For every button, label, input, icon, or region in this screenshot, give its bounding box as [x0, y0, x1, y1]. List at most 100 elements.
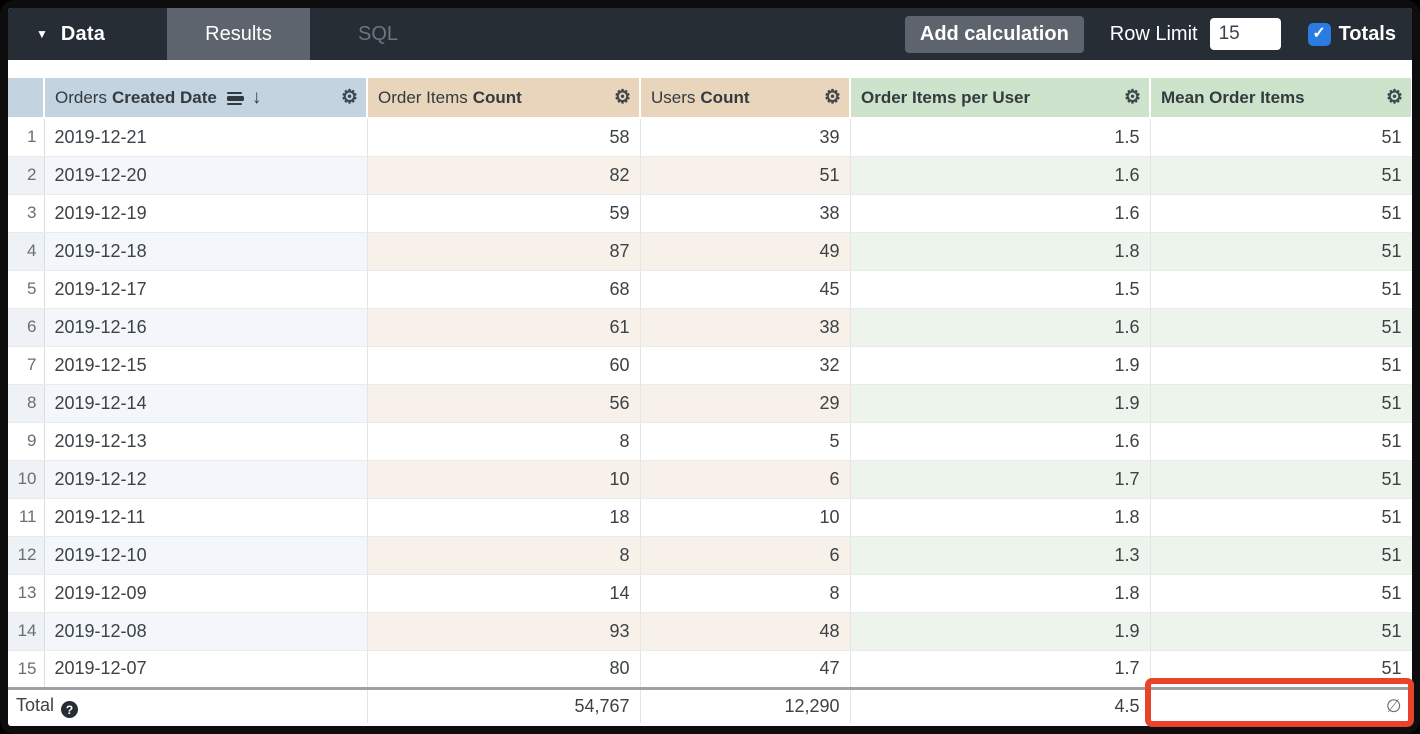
column-header-order-items-count[interactable]: Order Items Count ⚙	[367, 78, 641, 119]
date-cell[interactable]: 2019-12-17	[44, 270, 368, 309]
users-count-cell[interactable]: 38	[640, 194, 851, 233]
order-items-per-user-cell[interactable]: 1.8	[850, 498, 1151, 537]
total-mean-order-items-cell[interactable]: ∅	[1150, 686, 1412, 723]
sort-descending-icon[interactable]: ↓	[251, 86, 262, 108]
order-items-per-user-cell[interactable]: 1.8	[850, 574, 1151, 613]
tab-results[interactable]: Results	[167, 8, 310, 60]
order-items-count-cell[interactable]: 80	[367, 650, 641, 689]
row-limit-input[interactable]	[1209, 18, 1281, 50]
date-cell[interactable]: 2019-12-19	[44, 194, 368, 233]
column-header-users-count[interactable]: Users Count ⚙	[640, 78, 851, 119]
order-items-count-cell[interactable]: 18	[367, 498, 641, 537]
mean-order-items-cell[interactable]: 51	[1150, 384, 1412, 423]
order-items-per-user-cell[interactable]: 1.3	[850, 536, 1151, 575]
users-count-cell[interactable]: 10	[640, 498, 851, 537]
order-items-per-user-cell[interactable]: 1.6	[850, 156, 1151, 195]
users-count-cell[interactable]: 48	[640, 612, 851, 651]
order-items-per-user-cell[interactable]: 1.7	[850, 460, 1151, 499]
total-order-items-per-user-cell[interactable]: 4.5	[850, 686, 1151, 723]
date-cell[interactable]: 2019-12-10	[44, 536, 368, 575]
users-count-cell[interactable]: 6	[640, 536, 851, 575]
date-cell[interactable]: 2019-12-16	[44, 308, 368, 347]
order-items-count-cell[interactable]: 14	[367, 574, 641, 613]
column-header-order-items-per-user[interactable]: Order Items per User ⚙	[850, 78, 1151, 119]
order-items-count-cell[interactable]: 93	[367, 612, 641, 651]
order-items-count-cell[interactable]: 60	[367, 346, 641, 385]
mean-order-items-cell[interactable]: 51	[1150, 422, 1412, 461]
mean-order-items-cell[interactable]: 51	[1150, 270, 1412, 309]
gear-icon[interactable]: ⚙	[340, 87, 358, 108]
order-items-count-cell[interactable]: 59	[367, 194, 641, 233]
mean-order-items-cell[interactable]: 51	[1150, 194, 1412, 233]
order-items-per-user-cell[interactable]: 1.8	[850, 232, 1151, 271]
total-users-count-cell[interactable]: 12,290	[640, 686, 851, 723]
date-cell[interactable]: 2019-12-07	[44, 650, 368, 689]
date-cell[interactable]: 2019-12-21	[44, 118, 368, 157]
gear-icon[interactable]: ⚙	[1385, 87, 1403, 108]
mean-order-items-cell[interactable]: 51	[1150, 156, 1412, 195]
order-items-per-user-cell[interactable]: 1.9	[850, 612, 1151, 651]
mean-order-items-cell[interactable]: 51	[1150, 612, 1412, 651]
order-items-count-cell[interactable]: 58	[367, 118, 641, 157]
results-table: Orders Created Date ↓ ⚙	[8, 78, 1412, 723]
users-count-cell[interactable]: 49	[640, 232, 851, 271]
date-cell[interactable]: 2019-12-18	[44, 232, 368, 271]
date-cell[interactable]: 2019-12-08	[44, 612, 368, 651]
tab-sql[interactable]: SQL	[357, 22, 399, 45]
order-items-per-user-cell[interactable]: 1.7	[850, 650, 1151, 689]
order-items-count-cell[interactable]: 8	[367, 422, 641, 461]
date-cell[interactable]: 2019-12-09	[44, 574, 368, 613]
users-count-cell[interactable]: 29	[640, 384, 851, 423]
users-count-cell[interactable]: 47	[640, 650, 851, 689]
mean-order-items-cell[interactable]: 51	[1150, 460, 1412, 499]
order-items-per-user-cell[interactable]: 1.9	[850, 384, 1151, 423]
order-items-per-user-cell[interactable]: 1.6	[850, 308, 1151, 347]
data-section-toggle[interactable]: ▼ Data	[8, 8, 167, 60]
total-order-items-count-cell[interactable]: 54,767	[367, 686, 641, 723]
order-items-count-cell[interactable]: 87	[367, 232, 641, 271]
column-header-mean-order-items[interactable]: Mean Order Items ⚙	[1150, 78, 1412, 119]
mean-order-items-cell[interactable]: 51	[1150, 118, 1412, 157]
users-count-cell[interactable]: 45	[640, 270, 851, 309]
gear-icon[interactable]: ⚙	[613, 87, 631, 108]
users-count-cell[interactable]: 5	[640, 422, 851, 461]
order-items-count-cell[interactable]: 56	[367, 384, 641, 423]
order-items-per-user-cell[interactable]: 1.9	[850, 346, 1151, 385]
mean-order-items-cell[interactable]: 51	[1150, 536, 1412, 575]
order-items-per-user-cell[interactable]: 1.5	[850, 270, 1151, 309]
users-count-cell[interactable]: 8	[640, 574, 851, 613]
date-cell[interactable]: 2019-12-14	[44, 384, 368, 423]
mean-order-items-cell[interactable]: 51	[1150, 346, 1412, 385]
users-count-cell[interactable]: 32	[640, 346, 851, 385]
users-count-cell[interactable]: 51	[640, 156, 851, 195]
order-items-per-user-cell[interactable]: 1.6	[850, 194, 1151, 233]
order-items-count-cell[interactable]: 82	[367, 156, 641, 195]
mean-order-items-cell[interactable]: 51	[1150, 232, 1412, 271]
users-count-cell[interactable]: 38	[640, 308, 851, 347]
totals-checkbox[interactable]: ✓	[1307, 22, 1331, 46]
header-view-label: Orders	[55, 87, 107, 107]
mean-order-items-cell[interactable]: 51	[1150, 308, 1412, 347]
order-items-count-cell[interactable]: 61	[367, 308, 641, 347]
date-cell[interactable]: 2019-12-13	[44, 422, 368, 461]
date-cell[interactable]: 2019-12-15	[44, 346, 368, 385]
date-cell[interactable]: 2019-12-11	[44, 498, 368, 537]
order-items-per-user-cell[interactable]: 1.5	[850, 118, 1151, 157]
date-cell[interactable]: 2019-12-20	[44, 156, 368, 195]
column-header-orders-created-date[interactable]: Orders Created Date ↓ ⚙	[44, 78, 368, 119]
order-items-per-user-cell[interactable]: 1.6	[850, 422, 1151, 461]
users-count-cell[interactable]: 39	[640, 118, 851, 157]
mean-order-items-cell[interactable]: 51	[1150, 574, 1412, 613]
mean-order-items-cell[interactable]: 51	[1150, 650, 1412, 689]
header-view-label: Order Items	[378, 87, 468, 107]
order-items-count-cell[interactable]: 10	[367, 460, 641, 499]
order-items-count-cell[interactable]: 68	[367, 270, 641, 309]
help-icon[interactable]: ?	[61, 701, 79, 718]
gear-icon[interactable]: ⚙	[1123, 87, 1141, 108]
date-cell[interactable]: 2019-12-12	[44, 460, 368, 499]
mean-order-items-cell[interactable]: 51	[1150, 498, 1412, 537]
users-count-cell[interactable]: 6	[640, 460, 851, 499]
order-items-count-cell[interactable]: 8	[367, 536, 641, 575]
gear-icon[interactable]: ⚙	[823, 87, 841, 108]
add-calculation-button[interactable]: Add calculation	[904, 15, 1084, 53]
